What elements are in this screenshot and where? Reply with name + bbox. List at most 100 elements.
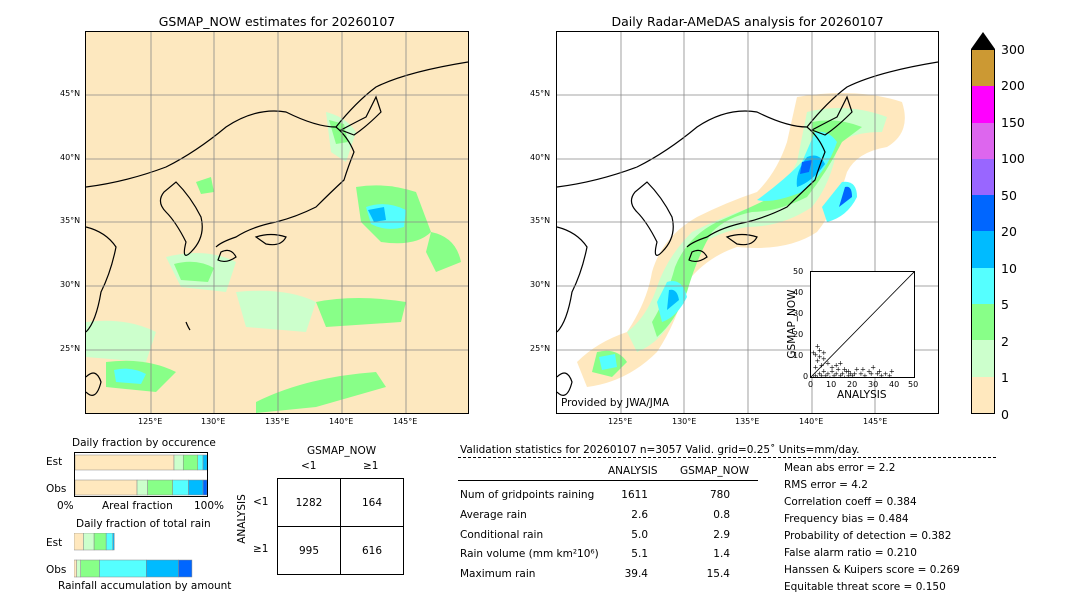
- inset-ylabel: GSMAP_NOW: [786, 289, 798, 359]
- right-map-title: Daily Radar-AMeDAS analysis for 20260107: [611, 14, 884, 29]
- inset-xlabel: ANALYSIS: [837, 389, 887, 401]
- left-lat-40: 40°N: [60, 153, 81, 162]
- inset-xtick-0: 0: [808, 380, 814, 389]
- bar-obs-seg-1: [136, 479, 148, 496]
- bar-obs-seg-5: [178, 559, 193, 578]
- rain-footer: Rainfall accumulation by amount: [58, 580, 232, 592]
- row-label-3: Rain volume (mm km²10⁶): [460, 548, 599, 560]
- inset-xtick-40: 40: [889, 380, 900, 389]
- contingency-row-axis: ANALYSIS: [236, 494, 248, 544]
- diagonal-line: [810, 271, 915, 378]
- score-3: Frequency bias = 0.484: [784, 513, 909, 525]
- occ-axis-left: 0%: [57, 500, 74, 512]
- bar-obs-seg-2: [80, 559, 100, 578]
- row-gsmap-1: 0.8: [713, 509, 730, 521]
- row-label-2: Conditional rain: [460, 529, 544, 541]
- bar-est-seg-1: [173, 454, 184, 471]
- right-lat-40: 40°N: [530, 153, 551, 162]
- scatter-point: +: [823, 372, 829, 377]
- cbar-150: 150: [1001, 115, 1025, 130]
- cbar-300: 300: [1001, 42, 1025, 57]
- bar-est-seg-0: [73, 532, 84, 551]
- rain-obs-label: Obs: [46, 564, 67, 576]
- contingency-col-ge: ≥1: [363, 460, 379, 472]
- bar-obs-seg-5: [202, 479, 208, 496]
- right-grid: [557, 32, 938, 413]
- right-lat-30: 30°N: [530, 280, 551, 289]
- right-lat-35: 35°N: [530, 216, 551, 225]
- right-coastline: [557, 61, 938, 396]
- inset-ytick-10: 10: [793, 351, 804, 360]
- row-analysis-3: 5.1: [631, 548, 648, 560]
- col-analysis-header: ANALYSIS: [608, 465, 658, 477]
- occ-axis-mid: Areal fraction: [102, 500, 173, 512]
- row-label-1: Average rain: [460, 509, 527, 521]
- row-analysis-4: 39.4: [624, 568, 648, 580]
- scatter-point: +: [860, 366, 866, 374]
- bar-obs-seg-3: [99, 559, 147, 578]
- scatter-point: +: [813, 351, 819, 359]
- scatter-point: +: [866, 368, 872, 376]
- colorbar-band-0: [972, 50, 994, 87]
- inset-xtick-30: 30: [868, 380, 879, 389]
- bar-obs-seg-3: [172, 479, 189, 496]
- rain-chart-canvas: [73, 532, 193, 578]
- row-gsmap-4: 15.4: [706, 568, 730, 580]
- cbar-0: 0: [1001, 407, 1009, 422]
- scatter-point: +: [868, 370, 874, 377]
- colorbar-band-4: [972, 195, 994, 232]
- score-5: False alarm ratio = 0.210: [784, 547, 917, 559]
- occurrence-chart-canvas: [74, 454, 208, 496]
- colorbar-band-9: [972, 376, 994, 413]
- provider-credit: Provided by JWA/JMA: [561, 397, 670, 409]
- scatter-point: +: [858, 370, 864, 377]
- left-coastline: [86, 61, 468, 396]
- bar-est-seg-0: [74, 454, 175, 471]
- scatter-point: +: [870, 364, 876, 372]
- colorbar-band-5: [972, 231, 994, 268]
- inset-scatter-canvas: ++++++++++++++++++++++++++++++++++++++++…: [810, 271, 915, 382]
- left-lon-140: 140°E: [329, 417, 354, 426]
- occurrence-chart: [74, 452, 208, 497]
- row-analysis-2: 5.0: [631, 529, 648, 541]
- colorbar-band-8: [972, 340, 994, 377]
- row-analysis-0: 1611: [621, 489, 648, 501]
- row-gsmap-3: 1.4: [713, 548, 730, 560]
- rain-est-label: Est: [46, 537, 63, 549]
- right-lon-145: 145°E: [863, 417, 888, 426]
- score-7: Equitable threat score = 0.150: [784, 581, 946, 593]
- row-label-0: Num of gridpoints raining: [460, 489, 595, 501]
- left-lat-45: 45°N: [60, 89, 81, 98]
- scatter-point: +: [819, 372, 825, 377]
- inset-ytick-0: 0: [803, 372, 809, 381]
- occ-est-label: Est: [46, 456, 63, 468]
- scatter-point: +: [889, 368, 895, 376]
- bar-obs-seg-1: [76, 559, 81, 578]
- scatter-point: +: [850, 372, 856, 377]
- cbar-20: 20: [1001, 224, 1017, 239]
- scatter-point: +: [831, 372, 837, 377]
- scatter-point: +: [813, 372, 819, 377]
- scatter-point: +: [844, 368, 850, 376]
- contingency-row-lt: <1: [253, 496, 269, 508]
- occ-axis-right: 100%: [194, 500, 225, 512]
- inset-ytick-30: 30: [793, 309, 804, 318]
- scatter-point: +: [819, 361, 825, 369]
- scatter-point: +: [874, 370, 880, 377]
- right-lon-135: 135°E: [735, 417, 760, 426]
- scatter-point: +: [825, 370, 831, 377]
- scatter-point: +: [833, 361, 839, 369]
- bar-est-seg-4: [202, 454, 208, 471]
- cell-lt-ge: 164: [340, 478, 404, 527]
- scatter-point: +: [817, 353, 823, 361]
- row-label-4: Maximum rain: [460, 568, 536, 580]
- scatter-point: +: [825, 359, 831, 367]
- contingency-row-ge: ≥1: [253, 543, 269, 555]
- bar-obs-seg-0: [73, 559, 77, 578]
- inset-ytick-20: 20: [793, 330, 804, 339]
- cell-lt-lt: 1282: [277, 478, 341, 527]
- scatter-point: +: [817, 347, 823, 355]
- right-lon-140: 140°E: [799, 417, 824, 426]
- left-lat-30: 30°N: [60, 280, 81, 289]
- scatter-point: +: [883, 370, 889, 377]
